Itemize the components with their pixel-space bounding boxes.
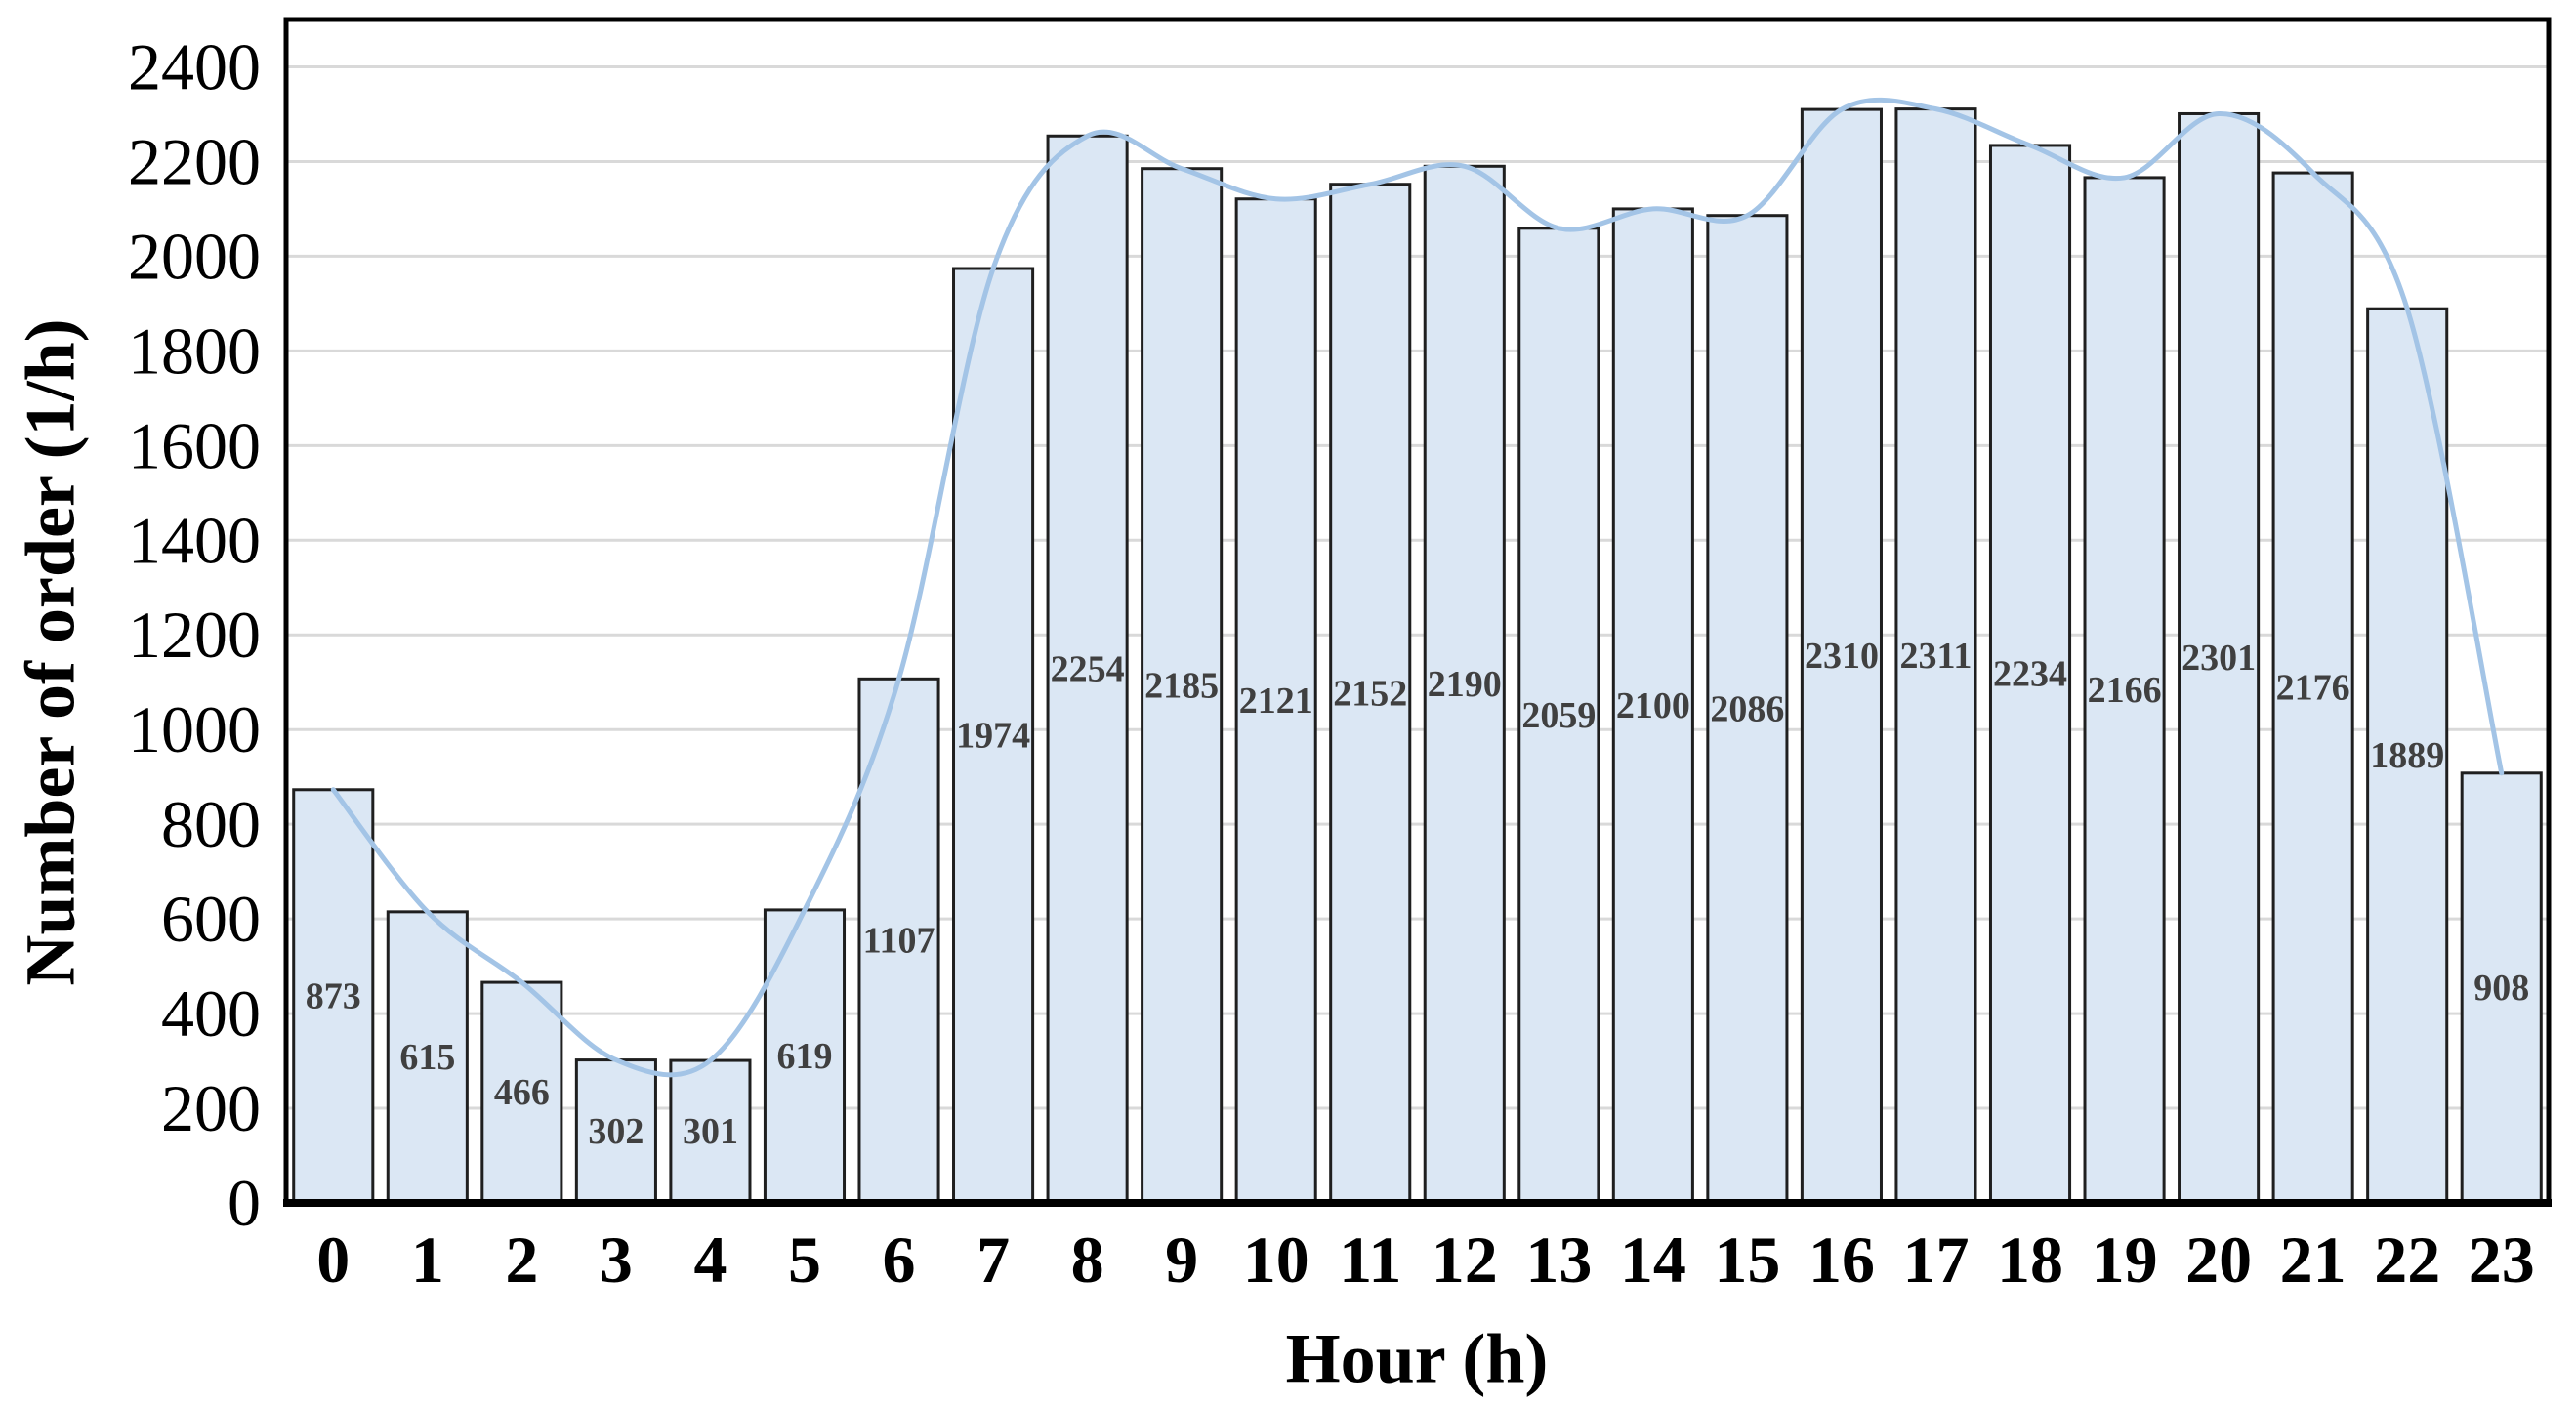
bar-value-label: 2059 [1521, 695, 1596, 736]
bar-value-label: 2100 [1616, 685, 1690, 726]
bar-value-label: 2185 [1144, 665, 1219, 706]
bar-value-label: 2121 [1239, 681, 1313, 722]
bar-value-label: 2086 [1710, 688, 1784, 729]
x-tick-label: 23 [2469, 1222, 2535, 1297]
x-tick-label: 11 [1339, 1222, 1401, 1297]
x-tick-label: 6 [883, 1222, 916, 1297]
bar-value-label: 1107 [863, 921, 935, 962]
y-tick-label: 2400 [128, 29, 261, 103]
bar [1988, 144, 2072, 1205]
bar-value-label: 619 [776, 1036, 832, 1077]
y-tick-label: 1400 [128, 503, 261, 577]
x-tick-label: 16 [1808, 1222, 1875, 1297]
bar-value-label: 1974 [956, 716, 1030, 757]
x-tick-label: 1 [411, 1222, 444, 1297]
bar [1234, 197, 1317, 1205]
bar-value-label: 2176 [2276, 668, 2350, 709]
y-tick-label: 1200 [128, 598, 261, 672]
x-tick-label: 10 [1243, 1222, 1309, 1297]
bar-value-label: 2301 [2181, 638, 2256, 679]
x-tick-label: 19 [2092, 1222, 2158, 1297]
bar-value-label: 2310 [1805, 636, 1879, 677]
bar-value-label: 2311 [1900, 636, 1973, 677]
bar [2366, 307, 2449, 1205]
y-tick-label: 2000 [128, 219, 261, 293]
bar-value-label: 873 [306, 975, 361, 1016]
x-tick-label: 17 [1902, 1222, 1969, 1297]
bar-value-label: 2254 [1051, 649, 1125, 690]
bar [1141, 167, 1224, 1205]
bar-value-label: 301 [683, 1111, 738, 1152]
x-tick-label: 14 [1620, 1222, 1686, 1297]
x-tick-label: 9 [1165, 1222, 1198, 1297]
bar-value-label: 466 [494, 1072, 550, 1113]
x-tick-label: 15 [1714, 1222, 1780, 1297]
x-tick-label: 18 [1997, 1222, 2063, 1297]
x-tick-label: 0 [316, 1222, 350, 1297]
bar [292, 788, 375, 1205]
x-tick-label: 2 [505, 1222, 538, 1297]
bar-value-label: 1889 [2370, 735, 2444, 776]
y-tick-label: 1000 [128, 692, 261, 766]
x-tick-label: 20 [2185, 1222, 2252, 1297]
bar-value-label: 2152 [1333, 673, 1407, 714]
bar-value-label: 2166 [2088, 670, 2162, 711]
bar [2460, 771, 2543, 1205]
y-tick-label: 200 [161, 1071, 261, 1145]
bar [857, 677, 940, 1205]
y-tick-label: 800 [161, 787, 261, 861]
bar [1894, 107, 1977, 1205]
y-tick-label: 2200 [128, 124, 261, 198]
bar [2271, 171, 2354, 1205]
y-tick-label: 600 [161, 882, 261, 956]
x-tick-label: 3 [600, 1222, 633, 1297]
bar [952, 267, 1035, 1205]
x-tick-label: 12 [1432, 1222, 1498, 1297]
bar [1329, 183, 1412, 1205]
x-tick-label: 13 [1525, 1222, 1592, 1297]
y-tick-label: 1800 [128, 313, 261, 388]
x-tick-label: 8 [1071, 1222, 1104, 1297]
y-tick-label: 0 [228, 1166, 261, 1240]
bar-value-label: 908 [2473, 968, 2529, 1009]
bar-value-label: 302 [588, 1111, 644, 1152]
x-tick-label: 5 [788, 1222, 821, 1297]
bar [1800, 107, 1883, 1205]
y-tick-label: 400 [161, 976, 261, 1051]
bar [1706, 214, 1789, 1205]
trend-line [330, 97, 2505, 1078]
x-tick-label: 22 [2374, 1222, 2440, 1297]
y-axis-title: Number of order (1/h) [11, 318, 90, 986]
x-axis-title: Hour (h) [1285, 1319, 1549, 1398]
x-tick-label: 21 [2280, 1222, 2347, 1297]
bar-value-label: 615 [399, 1037, 455, 1078]
bar-value-label: 2234 [1993, 653, 2067, 694]
bar-value-label: 2190 [1428, 664, 1502, 705]
x-tick-label: 7 [976, 1222, 1010, 1297]
x-tick-label: 4 [693, 1222, 727, 1297]
y-tick-label: 1600 [128, 408, 261, 482]
